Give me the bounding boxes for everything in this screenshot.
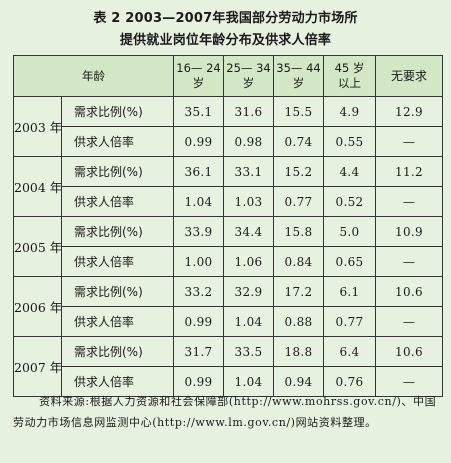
header-age-16-24-line1: 16— 24 bbox=[176, 61, 221, 75]
metric-ratio-label: 供求人倍率 bbox=[61, 306, 174, 337]
metric-demand-label: 需求比例(%) bbox=[61, 276, 174, 307]
header-age-16-24: 16— 24 岁 bbox=[173, 55, 224, 97]
value-cell: — bbox=[375, 366, 443, 397]
value-cell: 4.9 bbox=[323, 96, 376, 127]
age-distribution-table: 年龄 16— 24 岁 25— 34 岁 35— 44 岁 45 岁 以上 无要 bbox=[13, 55, 443, 397]
metric-demand-label: 需求比例(%) bbox=[61, 216, 174, 247]
table-row-2006-ratio: 供求人倍率 0.99 1.04 0.88 0.77 — bbox=[14, 306, 443, 337]
header-age: 年龄 bbox=[13, 55, 174, 97]
metric-demand-label: 需求比例(%) bbox=[61, 156, 174, 187]
value-cell: 0.84 bbox=[273, 246, 324, 277]
value-cell: 0.52 bbox=[323, 186, 376, 217]
source-note: 资料来源:根据人力资源和社会保障部(http://www.mohrss.gov.… bbox=[13, 395, 437, 429]
value-cell: 34.4 bbox=[223, 216, 274, 247]
value-cell: 15.5 bbox=[273, 96, 324, 127]
value-cell: 0.88 bbox=[273, 306, 324, 337]
value-cell: 1.04 bbox=[223, 306, 274, 337]
value-cell: — bbox=[375, 126, 443, 157]
value-cell: 1.03 bbox=[223, 186, 274, 217]
value-cell: 0.65 bbox=[323, 246, 376, 277]
header-age-25-34-line1: 25— 34 bbox=[226, 61, 271, 75]
table-row-2003-demand: 2003 年 需求比例(%) 35.1 31.6 15.5 4.9 12.9 bbox=[13, 96, 443, 157]
metric-ratio-label: 供求人倍率 bbox=[61, 246, 174, 277]
table-row-2006-demand: 2006 年 需求比例(%) 33.2 32.9 17.2 6.1 10.6 bbox=[13, 276, 443, 337]
value-cell: 32.9 bbox=[223, 276, 274, 307]
table-row-2007-ratio: 供求人倍率 0.99 1.04 0.94 0.76 — bbox=[14, 366, 443, 397]
table-row-2005-ratio: 供求人倍率 1.00 1.06 0.84 0.65 — bbox=[14, 246, 443, 277]
value-cell: 0.76 bbox=[323, 366, 376, 397]
table-row-2003-ratio: 供求人倍率 0.99 0.98 0.74 0.55 — bbox=[14, 126, 443, 157]
value-cell: 1.00 bbox=[173, 246, 224, 277]
value-cell: 0.74 bbox=[273, 126, 324, 157]
value-cell: 6.1 bbox=[323, 276, 376, 307]
header-age-45-up: 45 岁 以上 bbox=[323, 55, 376, 97]
table-title-line2: 提供就业岗位年龄分布及供求人倍率 bbox=[119, 33, 332, 48]
header-age-35-44: 35— 44 岁 bbox=[273, 55, 324, 97]
value-cell: 33.2 bbox=[173, 276, 224, 307]
value-cell: 0.77 bbox=[323, 306, 376, 337]
table-header-row: 年龄 16— 24 岁 25— 34 岁 35— 44 岁 45 岁 以上 无要 bbox=[13, 55, 443, 97]
year-cell-2006: 2006 年 bbox=[13, 276, 62, 337]
year-cell-2005: 2005 年 bbox=[13, 216, 62, 277]
value-cell: 10.6 bbox=[375, 276, 443, 307]
value-cell: 1.04 bbox=[223, 366, 274, 397]
value-cell: 4.4 bbox=[323, 156, 376, 187]
year-cell-2003: 2003 年 bbox=[13, 96, 62, 157]
value-cell: — bbox=[375, 246, 443, 277]
value-cell: 33.9 bbox=[173, 216, 224, 247]
metric-ratio-label: 供求人倍率 bbox=[61, 366, 174, 397]
header-age-45-up-line1: 45 岁 bbox=[334, 61, 365, 75]
value-cell: 33.1 bbox=[223, 156, 274, 187]
value-cell: 11.2 bbox=[375, 156, 443, 187]
value-cell: 12.9 bbox=[375, 96, 443, 127]
value-cell: 0.99 bbox=[173, 126, 224, 157]
table-row-2007-demand: 2007 年 需求比例(%) 31.7 33.5 18.8 6.4 10.6 bbox=[13, 336, 443, 397]
value-cell: 33.5 bbox=[223, 336, 274, 367]
value-cell: 0.98 bbox=[223, 126, 274, 157]
value-cell: 0.55 bbox=[323, 126, 376, 157]
year-cell-2004: 2004 年 bbox=[13, 156, 62, 217]
value-cell: 1.06 bbox=[223, 246, 274, 277]
year-cell-2007: 2007 年 bbox=[13, 336, 62, 397]
value-cell: 10.9 bbox=[375, 216, 443, 247]
header-age-35-44-line1: 35— 44 bbox=[276, 61, 321, 75]
header-age-25-34-line2: 岁 bbox=[242, 76, 255, 90]
value-cell: 0.77 bbox=[273, 186, 324, 217]
value-cell: 0.99 bbox=[173, 306, 224, 337]
header-no-requirement: 无要求 bbox=[375, 55, 443, 97]
value-cell: 17.2 bbox=[273, 276, 324, 307]
value-cell: 15.8 bbox=[273, 216, 324, 247]
metric-demand-label: 需求比例(%) bbox=[61, 336, 174, 367]
header-age-35-44-line2: 岁 bbox=[292, 76, 305, 90]
table-row-2004-ratio: 供求人倍率 1.04 1.03 0.77 0.52 — bbox=[14, 186, 443, 217]
value-cell: 10.6 bbox=[375, 336, 443, 367]
value-cell: 35.1 bbox=[173, 96, 224, 127]
metric-demand-label: 需求比例(%) bbox=[61, 96, 174, 127]
metric-ratio-label: 供求人倍率 bbox=[61, 186, 174, 217]
header-age-16-24-line2: 岁 bbox=[192, 76, 205, 90]
value-cell: 5.0 bbox=[323, 216, 376, 247]
value-cell: — bbox=[375, 186, 443, 217]
metric-ratio-label: 供求人倍率 bbox=[61, 126, 174, 157]
value-cell: 36.1 bbox=[173, 156, 224, 187]
value-cell: 15.2 bbox=[273, 156, 324, 187]
value-cell: 31.6 bbox=[223, 96, 274, 127]
value-cell: 1.04 bbox=[173, 186, 224, 217]
header-age-25-34: 25— 34 岁 bbox=[223, 55, 274, 97]
table-title-line1: 表 2 2003—2007年我国部分劳动力市场所 bbox=[93, 11, 358, 26]
value-cell: 31.7 bbox=[173, 336, 224, 367]
table-row-2005-demand: 2005 年 需求比例(%) 33.9 34.4 15.8 5.0 10.9 bbox=[13, 216, 443, 277]
value-cell: — bbox=[375, 306, 443, 337]
value-cell: 18.8 bbox=[273, 336, 324, 367]
value-cell: 6.4 bbox=[323, 336, 376, 367]
table-row-2004-demand: 2004 年 需求比例(%) 36.1 33.1 15.2 4.4 11.2 bbox=[13, 156, 443, 217]
header-age-45-up-line2: 以上 bbox=[338, 76, 361, 90]
